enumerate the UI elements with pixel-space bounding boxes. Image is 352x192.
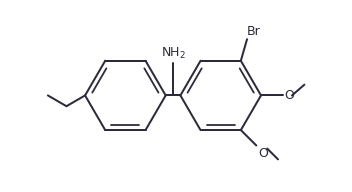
Text: O: O bbox=[258, 147, 268, 160]
Text: Br: Br bbox=[247, 25, 261, 38]
Text: O: O bbox=[284, 89, 294, 102]
Text: NH$_2$: NH$_2$ bbox=[161, 46, 186, 61]
